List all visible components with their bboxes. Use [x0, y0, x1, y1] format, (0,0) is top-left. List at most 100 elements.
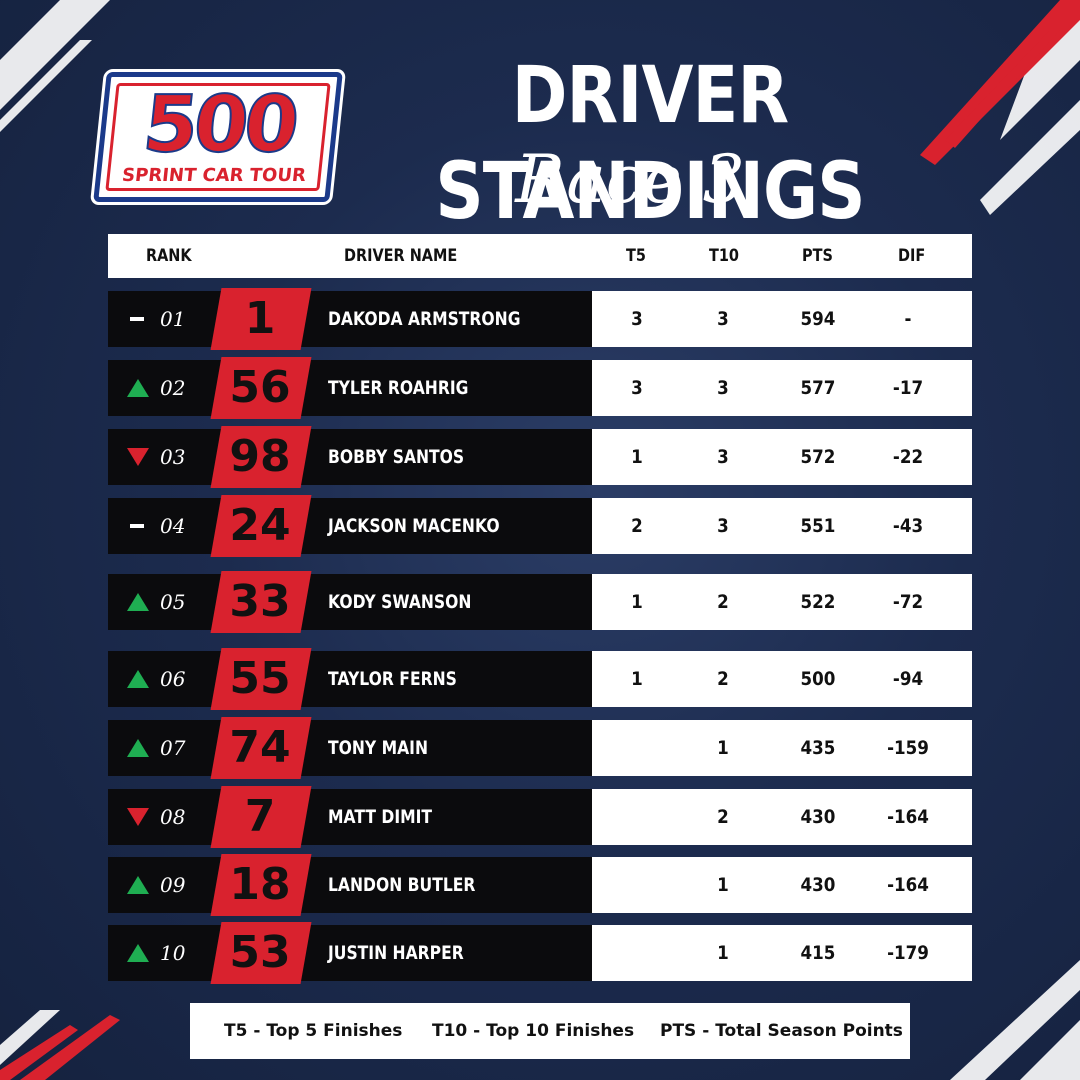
dif-value: -94: [892, 668, 924, 690]
car-number: 7: [244, 791, 276, 842]
pts-value: 572: [800, 446, 836, 468]
driver-name: KODY SWANSON: [328, 591, 472, 613]
t5-value: 1: [631, 668, 643, 690]
rank-position: 03: [160, 445, 186, 469]
legend-box: T5 - Top 5 Finishes T10 - Top 10 Finishe…: [190, 1003, 910, 1059]
table-row: 01 1 DAKODA ARMSTRONG 3 3 594 -: [108, 288, 972, 350]
t10-value: 3: [717, 308, 729, 330]
trend-down-icon: [127, 808, 149, 826]
t10-value: 1: [717, 737, 729, 759]
driver-name: LANDON BUTLER: [328, 874, 476, 896]
tour-logo: 500 SPRINT CAR TOUR: [93, 72, 343, 202]
car-number: 1: [244, 293, 276, 344]
table-row: 04 24 JACKSON MACENKO 2 3 551 -43: [108, 495, 972, 557]
driver-name: JACKSON MACENKO: [328, 515, 500, 537]
driver-name: DAKODA ARMSTRONG: [328, 308, 521, 330]
trend-up-icon: [127, 944, 149, 962]
rank-position: 07: [160, 736, 186, 760]
header-pts: PTS: [802, 246, 833, 266]
legend-pts: PTS - Total Season Points: [660, 1021, 903, 1041]
t5-value: 2: [631, 515, 643, 537]
car-number: 98: [229, 431, 291, 482]
table-row: 05 33 KODY SWANSON 1 2 522 -72: [108, 571, 972, 633]
t10-value: 3: [717, 515, 729, 537]
trend-down-icon: [127, 448, 149, 466]
t10-value: 1: [717, 874, 729, 896]
trend-up-icon: [127, 670, 149, 688]
pts-value: 430: [800, 874, 836, 896]
header-dif: DIF: [898, 246, 926, 266]
dif-value: -164: [887, 874, 929, 896]
header-rank: RANK: [146, 246, 192, 266]
dif-value: -43: [892, 515, 924, 537]
dif-value: -22: [892, 446, 924, 468]
logo-number: 500: [138, 79, 300, 171]
row-dark-panel: [108, 498, 592, 554]
rank-position: 02: [160, 376, 186, 400]
row-dark-panel: [108, 360, 592, 416]
driver-name: TYLER ROAHRIG: [328, 377, 469, 399]
row-stats-panel: [592, 857, 972, 913]
row-stats-panel: [592, 651, 972, 707]
table-row: 02 56 TYLER ROAHRIG 3 3 577 -17: [108, 357, 972, 419]
table-row: 08 7 MATT DIMIT 2 430 -164: [108, 786, 972, 848]
t10-value: 1: [717, 942, 729, 964]
row-dark-panel: [108, 651, 592, 707]
rank-position: 08: [160, 805, 186, 829]
dif-value: -17: [892, 377, 924, 399]
rank-position: 10: [160, 941, 186, 965]
car-number: 74: [229, 722, 291, 773]
rank-position: 04: [160, 514, 186, 538]
t10-value: 3: [717, 446, 729, 468]
driver-name: MATT DIMIT: [328, 806, 433, 828]
standings-header: RANK DRIVER NAME T5 T10 PTS DIF: [108, 234, 972, 278]
trend-up-icon: [127, 379, 149, 397]
row-dark-panel: [108, 574, 592, 630]
row-stats-panel: [592, 789, 972, 845]
logo-tagline: SPRINT CAR TOUR: [121, 165, 307, 186]
header-driver: DRIVER NAME: [344, 246, 458, 266]
dif-value: -: [904, 308, 912, 330]
trend-up-icon: [127, 739, 149, 757]
row-dark-panel: [108, 857, 592, 913]
table-row: 07 74 TONY MAIN 1 435 -159: [108, 717, 972, 779]
table-row: 06 55 TAYLOR FERNS 1 2 500 -94: [108, 648, 972, 710]
pts-value: 522: [800, 591, 836, 613]
legend-t10: T10 - Top 10 Finishes: [432, 1021, 635, 1041]
row-dark-panel: [108, 429, 592, 485]
dif-value: -179: [887, 942, 929, 964]
table-row: 10 53 JUSTIN HARPER 1 415 -179: [108, 922, 972, 984]
pts-value: 577: [800, 377, 836, 399]
row-dark-panel: [108, 291, 592, 347]
pts-value: 594: [800, 308, 836, 330]
rank-position: 01: [160, 307, 186, 331]
pts-value: 551: [800, 515, 836, 537]
driver-name: TAYLOR FERNS: [328, 668, 457, 690]
row-stats-panel: [592, 360, 972, 416]
car-number: 53: [229, 927, 291, 978]
trend-up-icon: [127, 593, 149, 611]
trend-same-icon: [130, 524, 144, 528]
car-number: 24: [229, 500, 291, 551]
table-row: 03 98 BOBBY SANTOS 1 3 572 -22: [108, 426, 972, 488]
trend-same-icon: [130, 317, 144, 321]
driver-name: TONY MAIN: [328, 737, 429, 759]
row-stats-panel: [592, 720, 972, 776]
pts-value: 430: [800, 806, 836, 828]
header-t10: T10: [709, 246, 739, 266]
dif-value: -164: [887, 806, 929, 828]
dif-value: -72: [892, 591, 924, 613]
t5-value: 1: [631, 591, 643, 613]
row-dark-panel: [108, 925, 592, 981]
car-number: 55: [229, 653, 291, 704]
row-dark-panel: [108, 789, 592, 845]
row-stats-panel: [592, 498, 972, 554]
t10-value: 2: [717, 806, 729, 828]
row-stats-panel: [592, 291, 972, 347]
page-title: DRIVER STANDINGS: [435, 51, 865, 237]
t5-value: 3: [631, 377, 643, 399]
t5-value: 1: [631, 446, 643, 468]
header-t5: T5: [626, 246, 646, 266]
row-stats-panel: [592, 429, 972, 485]
legend-t5: T5 - Top 5 Finishes: [224, 1021, 403, 1041]
